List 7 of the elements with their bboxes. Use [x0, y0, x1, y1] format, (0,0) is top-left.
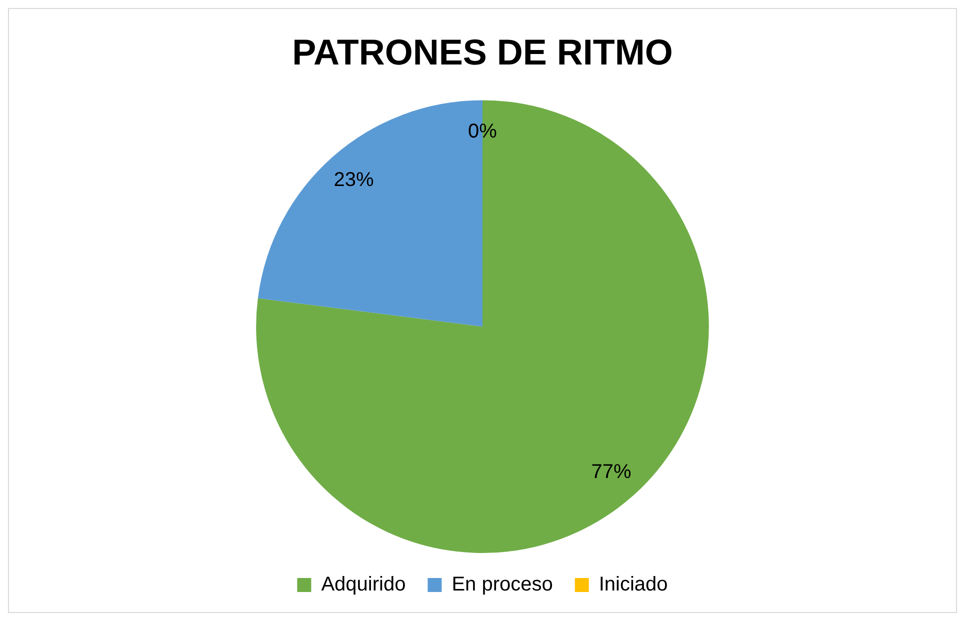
text: 0% [468, 120, 497, 142]
legend-label: Iniciado [598, 574, 668, 596]
chart-title: PATRONES DE RITMO [292, 32, 673, 73]
legend-label: En proceso [452, 574, 553, 596]
data-label: 23% [334, 169, 374, 192]
legend-label: Adquirido [321, 574, 406, 596]
data-label: 77% [591, 461, 632, 484]
